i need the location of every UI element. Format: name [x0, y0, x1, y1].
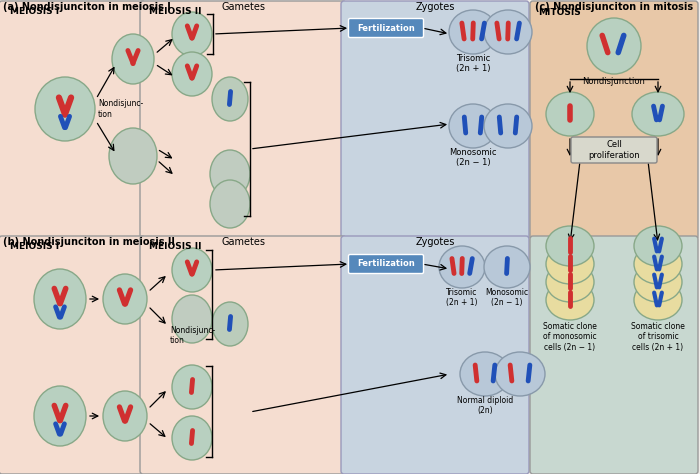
- FancyBboxPatch shape: [530, 236, 698, 474]
- Ellipse shape: [212, 302, 248, 346]
- Text: Fertilization: Fertilization: [357, 24, 415, 33]
- Ellipse shape: [103, 391, 147, 441]
- Text: Monosomic
(2n − 1): Monosomic (2n − 1): [449, 148, 497, 167]
- Ellipse shape: [172, 12, 212, 56]
- Text: (c) Nondisjunciton in mitosis: (c) Nondisjunciton in mitosis: [535, 2, 693, 12]
- FancyBboxPatch shape: [349, 255, 424, 273]
- Ellipse shape: [460, 352, 510, 396]
- Ellipse shape: [484, 10, 532, 54]
- Ellipse shape: [546, 262, 594, 302]
- Ellipse shape: [634, 262, 682, 302]
- FancyBboxPatch shape: [349, 18, 424, 37]
- Text: Normal diploid
(2n): Normal diploid (2n): [457, 396, 513, 415]
- Ellipse shape: [109, 128, 157, 184]
- Ellipse shape: [634, 280, 682, 320]
- Text: Cell
proliferation: Cell proliferation: [588, 140, 640, 160]
- Ellipse shape: [634, 226, 682, 266]
- Ellipse shape: [172, 416, 212, 460]
- Ellipse shape: [35, 77, 95, 141]
- FancyBboxPatch shape: [0, 1, 145, 239]
- Text: (b) Nondisjunciton in meiosis II: (b) Nondisjunciton in meiosis II: [3, 237, 175, 247]
- Text: MITOSIS: MITOSIS: [538, 8, 581, 17]
- Ellipse shape: [634, 244, 682, 284]
- Text: MEIOSIS I: MEIOSIS I: [10, 7, 59, 16]
- Text: Gametes: Gametes: [221, 2, 265, 12]
- Text: Nondisjunction: Nondisjunction: [582, 77, 645, 86]
- Text: MEIOSIS II: MEIOSIS II: [148, 242, 202, 251]
- Ellipse shape: [449, 104, 497, 148]
- Text: Trisomic
(2n + 1): Trisomic (2n + 1): [447, 288, 477, 308]
- Ellipse shape: [546, 244, 594, 284]
- Text: Nondisjunc-
tion: Nondisjunc- tion: [98, 99, 144, 118]
- Text: Nondisjunc-
tion: Nondisjunc- tion: [170, 326, 216, 346]
- Ellipse shape: [34, 386, 86, 446]
- Ellipse shape: [212, 77, 248, 121]
- Text: Gametes: Gametes: [221, 237, 265, 247]
- Text: Somatic clone
of monosomic
cells (2n − 1): Somatic clone of monosomic cells (2n − 1…: [543, 322, 597, 352]
- Ellipse shape: [495, 352, 545, 396]
- Ellipse shape: [632, 92, 684, 136]
- Text: Zygotes: Zygotes: [415, 2, 455, 12]
- Text: MEIOSIS I: MEIOSIS I: [10, 242, 59, 251]
- Ellipse shape: [546, 226, 594, 266]
- Ellipse shape: [210, 180, 250, 228]
- FancyBboxPatch shape: [140, 1, 346, 239]
- Ellipse shape: [484, 104, 532, 148]
- Text: Somatic clone
of trisomic
cells (2n + 1): Somatic clone of trisomic cells (2n + 1): [631, 322, 685, 352]
- Text: MEIOSIS II: MEIOSIS II: [148, 7, 202, 16]
- Ellipse shape: [172, 52, 212, 96]
- Text: Monosomic
(2n − 1): Monosomic (2n − 1): [485, 288, 528, 308]
- Ellipse shape: [587, 18, 641, 74]
- Ellipse shape: [449, 10, 497, 54]
- Ellipse shape: [546, 92, 594, 136]
- Ellipse shape: [112, 34, 154, 84]
- Ellipse shape: [103, 274, 147, 324]
- FancyBboxPatch shape: [140, 236, 346, 474]
- FancyBboxPatch shape: [341, 1, 529, 239]
- Text: Trisomic
(2n + 1): Trisomic (2n + 1): [456, 54, 490, 73]
- FancyBboxPatch shape: [571, 137, 657, 163]
- FancyBboxPatch shape: [530, 1, 698, 239]
- Ellipse shape: [172, 248, 212, 292]
- Ellipse shape: [210, 150, 250, 198]
- Ellipse shape: [172, 365, 212, 409]
- Text: (a) Nondisjunciton in meiosis I: (a) Nondisjunciton in meiosis I: [3, 2, 171, 12]
- FancyBboxPatch shape: [341, 236, 529, 474]
- Ellipse shape: [34, 269, 86, 329]
- Text: Fertilization: Fertilization: [357, 259, 415, 268]
- Ellipse shape: [484, 246, 530, 288]
- Ellipse shape: [172, 295, 212, 343]
- Text: Zygotes: Zygotes: [415, 237, 455, 247]
- Ellipse shape: [546, 280, 594, 320]
- Ellipse shape: [439, 246, 485, 288]
- FancyBboxPatch shape: [0, 236, 145, 474]
